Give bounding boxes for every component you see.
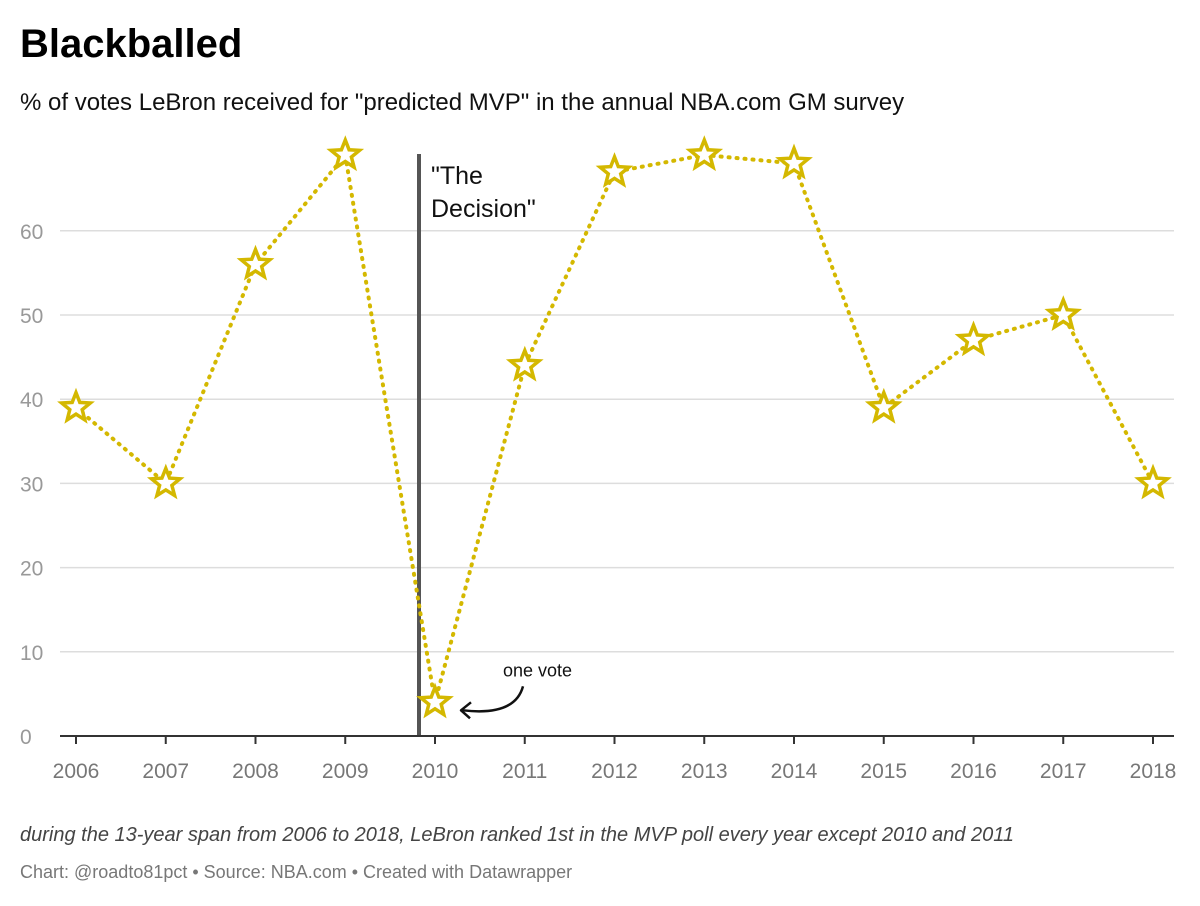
x-tick-label: 2012 (591, 760, 638, 783)
x-tick-label: 2014 (771, 760, 818, 783)
annotation-arrowhead (459, 701, 472, 720)
x-tick-label: 2009 (322, 760, 369, 783)
y-tick-label: 50 (20, 305, 43, 328)
data-point-star (954, 320, 993, 357)
point-annotation: one vote (459, 660, 572, 720)
data-point-star (236, 244, 275, 281)
y-tick-label: 40 (20, 389, 43, 412)
data-point-star (1134, 463, 1172, 500)
x-tick-label: 2008 (232, 760, 279, 783)
x-tick-label: 2011 (502, 760, 547, 783)
series-line-layer (74, 153, 1155, 705)
x-tick-label: 2010 (412, 760, 459, 783)
data-point-star (864, 387, 903, 424)
series-markers (57, 135, 1172, 719)
x-tick-label: 2006 (53, 760, 100, 783)
y-tick-labels: 0 10 20 30 40 50 60 (20, 221, 43, 749)
series-line (74, 153, 1155, 705)
gridlines (60, 230, 1174, 653)
y-tick-label: 10 (20, 642, 43, 665)
event-label: Decision" (431, 195, 536, 223)
x-tick-label: 2013 (681, 760, 728, 783)
y-tick-label: 0 (20, 726, 32, 749)
data-point-star (326, 135, 365, 172)
y-tick-label: 20 (20, 558, 43, 581)
chart-footnote: during the 13-year span from 2006 to 201… (20, 824, 1014, 846)
data-point-star (685, 135, 724, 172)
x-tick-label: 2018 (1130, 760, 1177, 783)
event-label: "The (431, 162, 483, 190)
chart-credit: Chart: @roadto81pct • Source: NBA.com • … (20, 862, 573, 882)
x-tick-label: 2015 (860, 760, 907, 783)
data-point-star (57, 387, 95, 424)
data-point-star (416, 682, 454, 719)
y-tick-label: 30 (20, 473, 43, 496)
data-point-star (146, 463, 185, 500)
x-tick-label: 2017 (1040, 760, 1087, 783)
x-tick-label: 2016 (950, 760, 997, 783)
x-tick-label: 2007 (142, 760, 189, 783)
data-point-star (505, 345, 544, 382)
x-axis: 2006 2007 2008 2009 2010 2011 2012 2013 2014 2015… (53, 735, 1177, 783)
y-tick-label: 60 (20, 221, 43, 244)
data-point-star (775, 143, 813, 180)
annotation-arrow (462, 685, 525, 713)
chart-subtitle: % of votes LeBron received for "predicte… (20, 89, 905, 116)
data-point-star (595, 152, 634, 188)
one-vote-label: one vote (503, 660, 572, 680)
chart-title: Blackballed (20, 22, 243, 66)
data-point-star (1044, 295, 1083, 331)
event-annotation: "The Decision" (417, 154, 536, 736)
